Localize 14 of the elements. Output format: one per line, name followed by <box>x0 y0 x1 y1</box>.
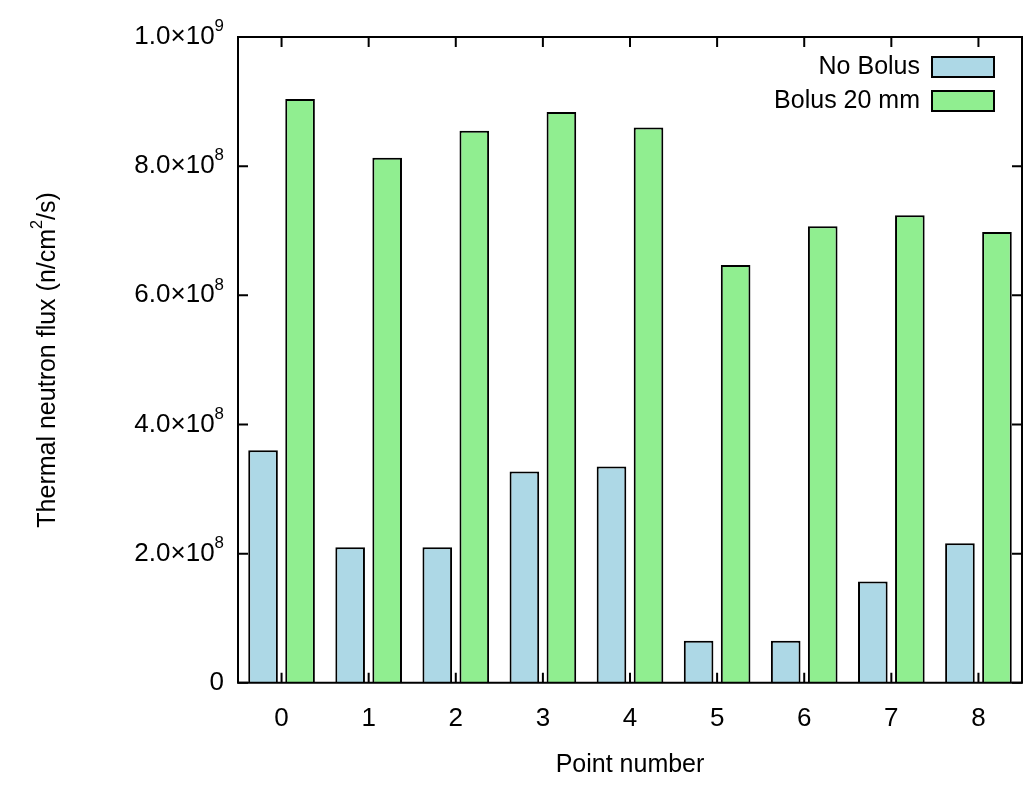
y-axis-title: Thermal neutron flux (n/cm2/s) <box>27 192 60 528</box>
legend-label: Bolus 20 mm <box>774 84 920 113</box>
x-tick-label: 2 <box>448 701 464 732</box>
x-tick-label: 8 <box>971 701 986 732</box>
legend-label: No Bolus <box>818 50 920 79</box>
x-tick-label: 7 <box>884 701 899 732</box>
x-axis-title: Point number <box>555 748 705 777</box>
x-tick-label: 0 <box>274 701 289 732</box>
y-tick-label: 0 <box>209 665 225 696</box>
x-tick-label: 6 <box>796 701 812 732</box>
x-tick-label: 3 <box>535 701 551 732</box>
x-tick-label: 5 <box>709 701 725 732</box>
x-tick-label: 4 <box>622 701 638 732</box>
x-tick-label: 1 <box>361 701 376 732</box>
